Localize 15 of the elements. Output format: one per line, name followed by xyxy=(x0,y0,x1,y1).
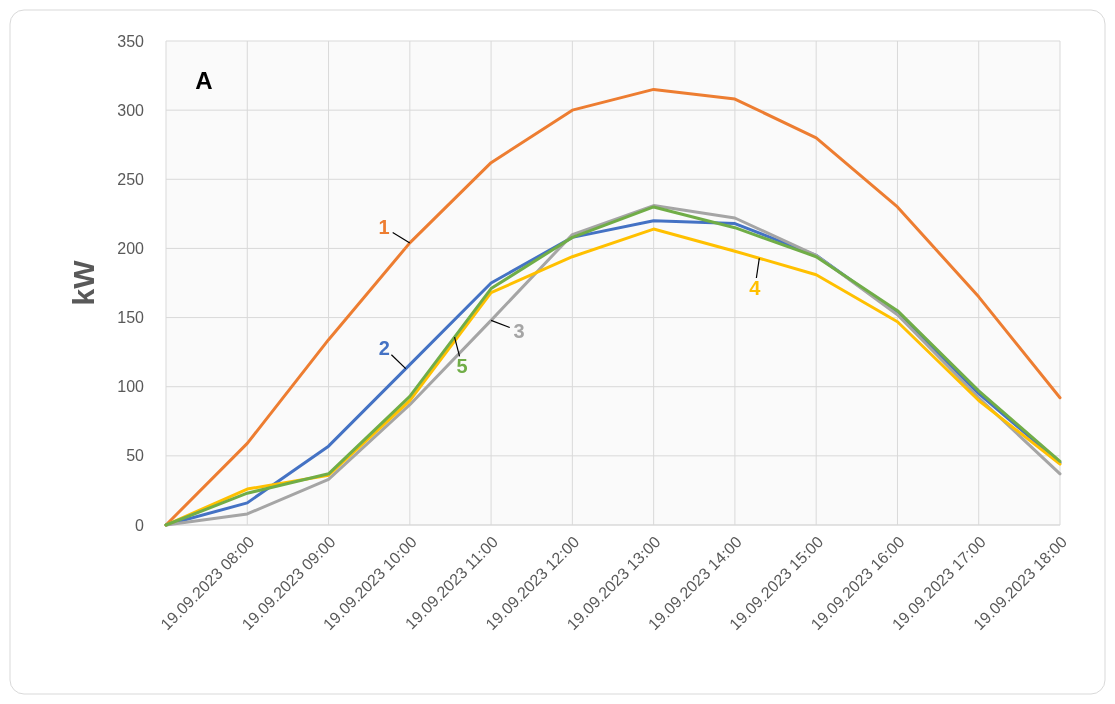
series-label: 3 xyxy=(513,320,525,343)
y-tick-label: 50 xyxy=(126,447,145,465)
y-tick-label: 250 xyxy=(117,170,145,188)
y-axis-title: kW xyxy=(67,259,100,306)
series-label: 1 xyxy=(378,216,390,239)
series-label: 4 xyxy=(749,276,762,299)
y-tick-label: 200 xyxy=(117,240,145,258)
y-tick-label: 150 xyxy=(117,309,145,327)
series-label: 2 xyxy=(378,336,390,359)
y-tick-label: 100 xyxy=(117,378,145,396)
series-label: 5 xyxy=(456,355,468,378)
annotation: A xyxy=(195,67,213,94)
y-tick-label: 350 xyxy=(117,32,145,50)
y-tick-label: 0 xyxy=(135,516,145,534)
y-tick-label: 300 xyxy=(117,101,145,119)
